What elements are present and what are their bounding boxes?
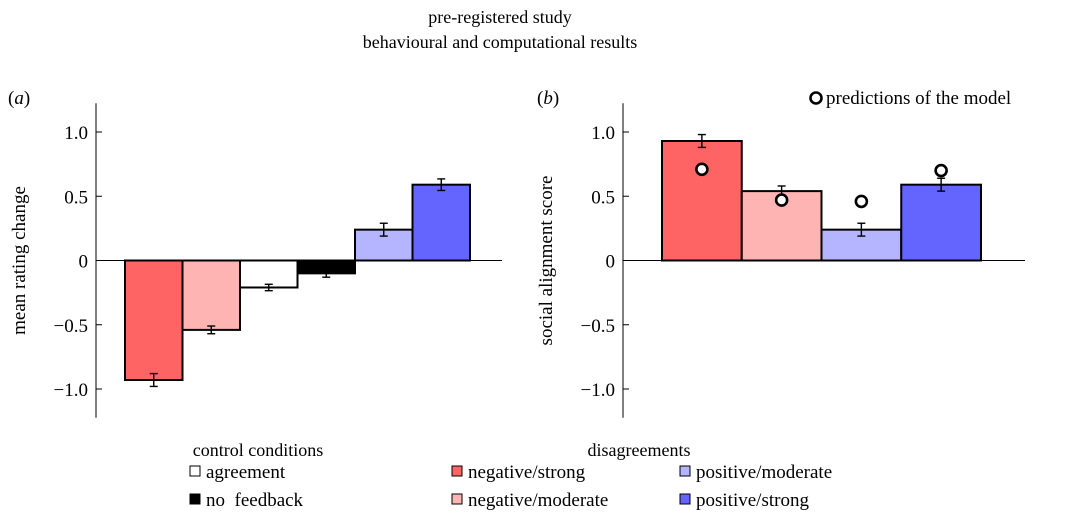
- title-line-2: behavioural and computational results: [363, 32, 637, 52]
- legend-label: positive/moderate: [696, 462, 832, 483]
- figure-title: pre-registered study behavioural and com…: [363, 7, 637, 52]
- legend-swatch-positive-strong: [679, 493, 691, 505]
- bar-negative-strong: [124, 259, 184, 382]
- y-tick-label: 0.5: [64, 187, 88, 208]
- bar-negative-strong: [661, 139, 743, 262]
- legend-heading-disagreements: disagreements: [588, 440, 691, 460]
- model-prediction-marker: [934, 163, 948, 178]
- model-prediction-marker: [695, 162, 709, 177]
- legend-swatch-negative-strong: [451, 465, 463, 477]
- panel-label: (a): [8, 88, 30, 109]
- y-tick-label: −1.0: [581, 380, 615, 401]
- y-tick-label: −0.5: [581, 316, 615, 337]
- legend-swatch-agreement: [189, 465, 201, 477]
- y-tick-label: −1.0: [54, 380, 88, 401]
- legend-label: negative/moderate: [468, 490, 608, 511]
- marker-legend-label: predictions of the model: [826, 88, 1011, 109]
- model-prediction-marker: [854, 194, 869, 209]
- bar-agreement: [239, 259, 299, 289]
- panel-b: 1.0 0.5 0 −0.5 −1.0 social alignment score (b)…: [536, 88, 1025, 418]
- y-axis-label: social alignment score: [536, 176, 557, 346]
- y-tick-label: −0.5: [54, 316, 88, 337]
- legend: control conditions disagreements agreeme…: [189, 440, 832, 511]
- title-line-1: pre-registered study: [428, 7, 571, 27]
- marker-legend-symbol: [809, 91, 823, 105]
- model-prediction-marker: [774, 193, 789, 207]
- legend-label: positive/strong: [696, 490, 809, 511]
- y-tick-label: 0.5: [591, 187, 615, 208]
- legend-swatch-positive-moderate: [679, 465, 691, 477]
- panel-label: (b): [537, 88, 559, 109]
- bar-positive-strong: [900, 183, 982, 262]
- y-tick-label: 1.0: [591, 123, 615, 144]
- bar-positive-strong: [411, 183, 471, 262]
- legend-label: negative/strong: [468, 462, 586, 483]
- legend-heading-control: control conditions: [193, 440, 323, 460]
- bar-negative-moderate: [181, 259, 241, 331]
- legend-label: no feedback: [206, 490, 304, 511]
- legend-swatch-no-feedback: [189, 493, 201, 505]
- y-tick-label: 1.0: [64, 123, 88, 144]
- legend-swatch-negative-moderate: [451, 493, 463, 505]
- legend-label: agreement: [206, 462, 286, 483]
- y-tick-label: 0: [79, 252, 89, 273]
- y-tick-label: 0: [606, 252, 616, 273]
- panel-a: 1.0 0.5 0 −0.5 −1.0 mean rating change (a): [8, 88, 502, 418]
- y-axis-label: mean rating change: [9, 186, 30, 335]
